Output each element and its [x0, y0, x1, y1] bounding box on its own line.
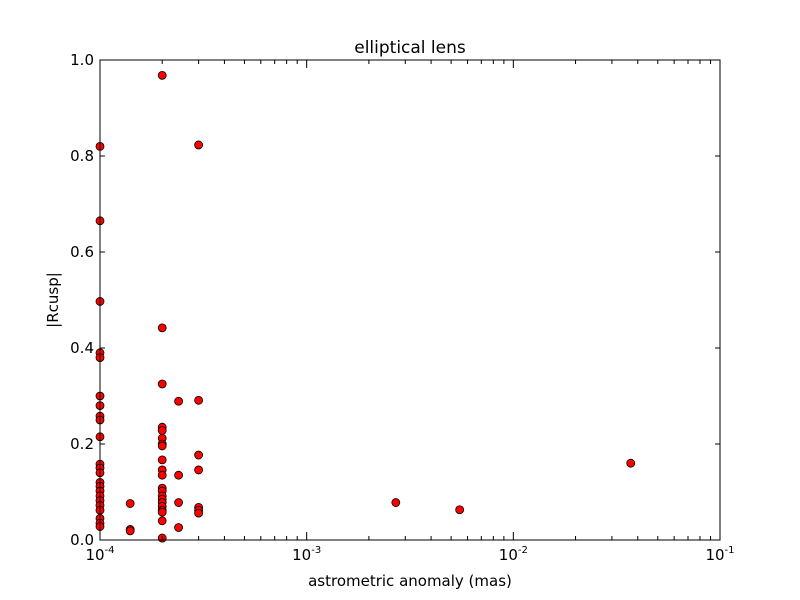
x-axis-label: astrometric anomaly (mas)	[308, 572, 512, 590]
y-tick-label: 0.8	[70, 147, 94, 165]
data-point	[194, 395, 204, 405]
data-point	[157, 455, 167, 465]
data-point	[125, 526, 135, 536]
data-point	[174, 523, 183, 532]
x-tick-label: 10-1	[705, 545, 734, 564]
data-point	[125, 499, 135, 508]
data-point	[157, 379, 167, 389]
data-point	[626, 458, 636, 468]
y-tick-label: 0.0	[70, 531, 94, 549]
data-point	[157, 470, 167, 480]
data-point	[455, 505, 465, 515]
y-tick-label: 0.2	[70, 435, 94, 453]
x-tick-label: 10-2	[499, 545, 528, 564]
data-point	[174, 470, 183, 480]
data-point	[391, 498, 401, 507]
chart-title: elliptical lens	[354, 38, 466, 58]
y-tick-label: 0.4	[70, 339, 94, 357]
data-point	[157, 426, 167, 435]
data-point	[157, 516, 167, 526]
plot-frame	[99, 59, 721, 541]
data-point	[194, 140, 204, 150]
data-points	[95, 70, 636, 543]
y-tick-label: 1.0	[70, 51, 94, 69]
data-point	[174, 396, 183, 406]
data-point	[194, 450, 204, 460]
data-point	[157, 70, 167, 80]
x-tick-label: 10-3	[292, 545, 321, 564]
data-point	[157, 323, 167, 333]
data-point	[157, 507, 167, 517]
data-point	[194, 465, 204, 475]
data-point	[174, 498, 183, 507]
axis-ticks: 0.0 0.2 0.4 0.6 0.8 1.0 10-4 10-3 10-2 10-1	[70, 51, 734, 564]
y-tick-label: 0.6	[70, 243, 94, 261]
data-point	[194, 508, 204, 518]
data-point	[157, 441, 167, 451]
y-axis-label: |Rcusp|	[44, 272, 62, 328]
x-tick-label: 10-4	[85, 545, 114, 564]
